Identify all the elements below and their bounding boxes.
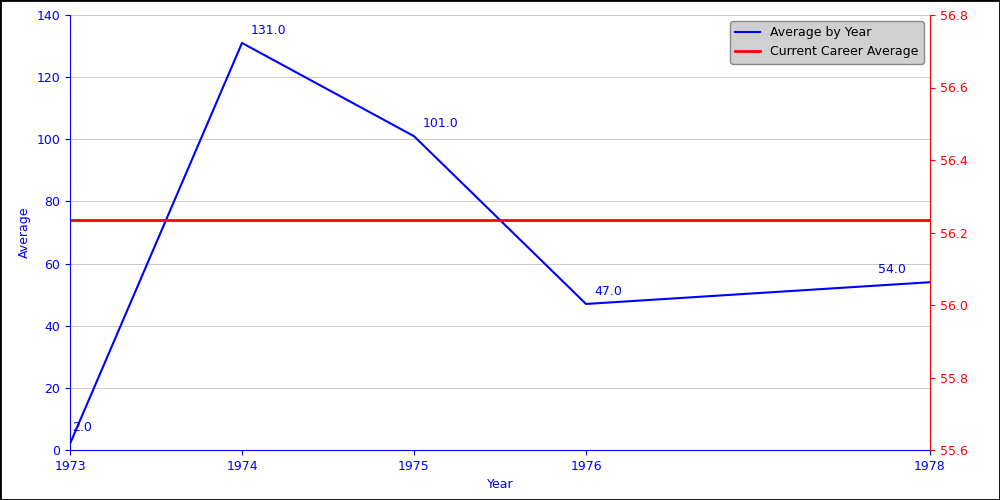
Average by Year [924,279,936,285]
Text: 54.0: 54.0 [878,263,906,276]
Average by Year [64,441,76,447]
Line: Average by Year: Average by Year [70,43,930,444]
Y-axis label: Average: Average [18,207,31,258]
Text: 47.0: 47.0 [595,284,622,298]
Average by Year [236,40,248,46]
Text: 131.0: 131.0 [251,24,286,36]
Text: 101.0: 101.0 [423,117,458,130]
Average by Year [580,301,592,307]
X-axis label: Year: Year [487,478,513,492]
Legend: Average by Year, Current Career Average: Average by Year, Current Career Average [730,21,924,63]
Average by Year [408,133,420,139]
Text: 2.0: 2.0 [72,422,92,434]
